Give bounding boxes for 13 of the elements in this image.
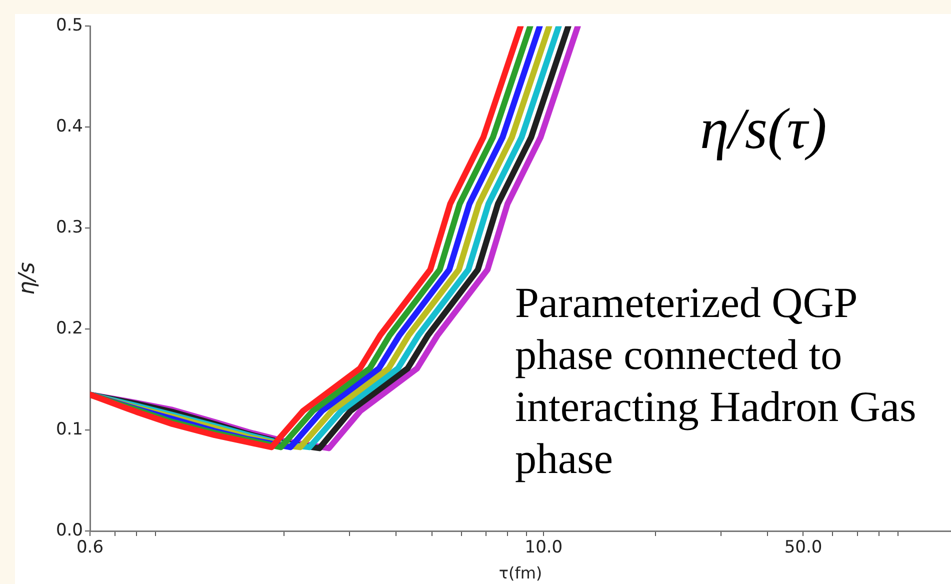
annotation: η/s(τ) bbox=[700, 95, 827, 162]
x-axis-title: τ(fm) bbox=[498, 564, 542, 583]
x-tick-label: 0.6 bbox=[76, 538, 104, 558]
annotation: Parameterized QGP phase connected to interacting Hadron Gas phase bbox=[515, 279, 918, 485]
y-tick-label: 0.5 bbox=[56, 16, 83, 36]
x-tick-label: 50.0 bbox=[784, 538, 822, 558]
y-tick-label: 0.2 bbox=[56, 318, 83, 338]
y-axis-title: η/s bbox=[14, 262, 40, 296]
y-tick-label: 0.0 bbox=[56, 520, 83, 540]
y-tick-label: 0.1 bbox=[56, 419, 83, 440]
y-tick-label: 0.3 bbox=[56, 218, 83, 238]
x-tick-label: 10.0 bbox=[524, 538, 563, 558]
y-tick-label: 0.4 bbox=[56, 116, 83, 137]
